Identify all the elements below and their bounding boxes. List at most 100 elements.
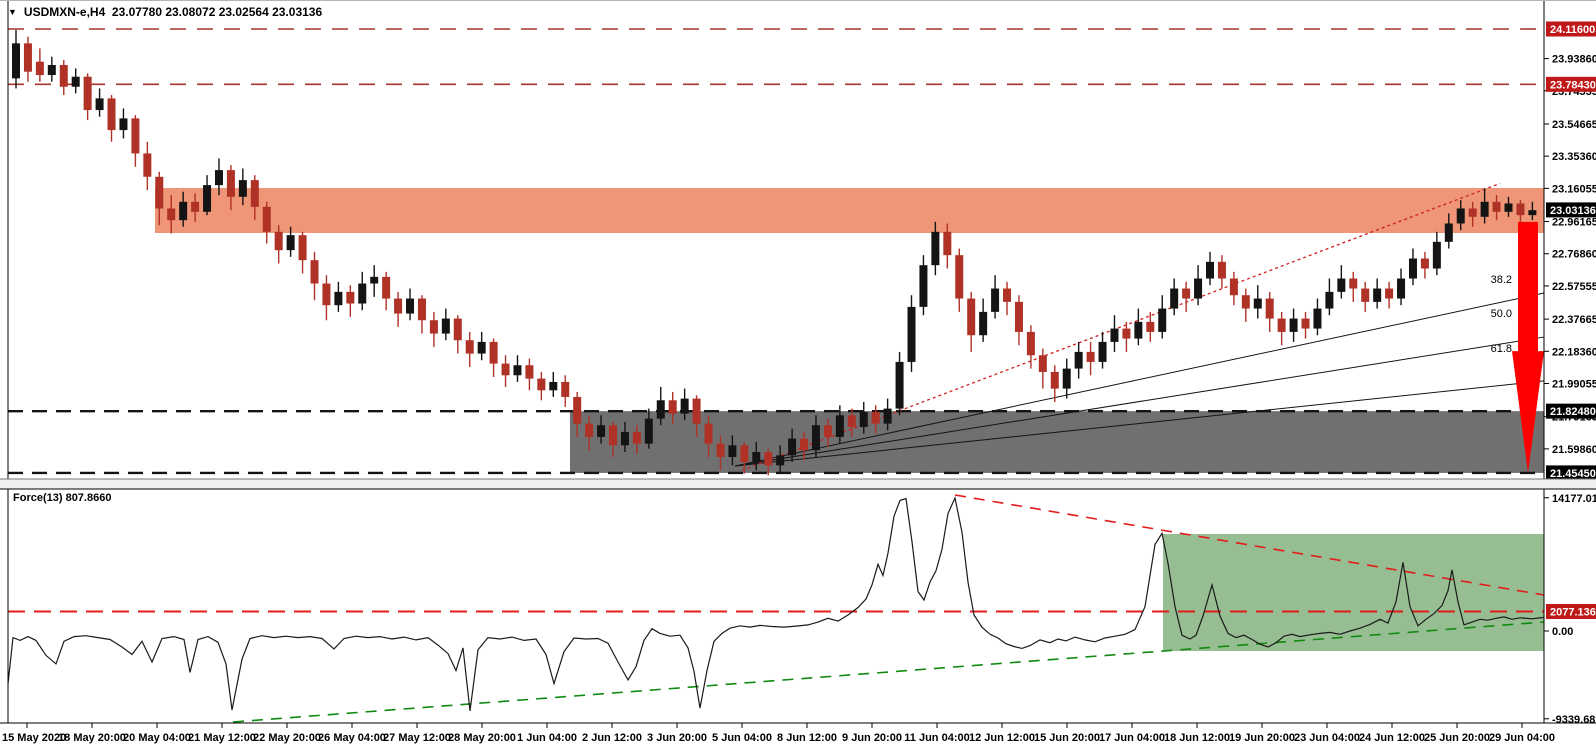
panel-separator[interactable] bbox=[0, 479, 1596, 489]
bear-candle bbox=[1182, 288, 1191, 299]
sell-arrow-icon bbox=[1512, 221, 1544, 473]
bear-candle bbox=[561, 381, 570, 397]
bull-candle bbox=[549, 381, 558, 391]
supply-zone bbox=[155, 187, 1544, 233]
bull-candle bbox=[1432, 241, 1441, 269]
indicator-green-trendline bbox=[232, 621, 1545, 723]
bull-candle bbox=[441, 318, 450, 334]
fibonacci-fan: 38.2 50.0 61.8 bbox=[734, 274, 1545, 467]
time-axis-label: 25 Jun 20:00 bbox=[1424, 732, 1490, 744]
bear-candle bbox=[955, 255, 964, 299]
bull-candle bbox=[119, 118, 128, 131]
bull-candle bbox=[334, 291, 343, 306]
bull-candle bbox=[656, 400, 665, 419]
bear-candle bbox=[143, 153, 152, 177]
bull-candle bbox=[203, 185, 212, 212]
bear-candle bbox=[501, 363, 510, 376]
bear-candle bbox=[417, 298, 426, 321]
price-axis-label: 22.37665 bbox=[1552, 314, 1596, 326]
bear-candle bbox=[1038, 355, 1047, 372]
bull-candle bbox=[1098, 341, 1107, 362]
bull-candle bbox=[47, 65, 56, 76]
bull-candle bbox=[1408, 258, 1417, 279]
bear-candle bbox=[191, 201, 200, 212]
price-axis-label: 22.18360 bbox=[1552, 346, 1596, 358]
symbol-dropdown-icon[interactable]: ▼ bbox=[8, 6, 17, 17]
bear-candle bbox=[1277, 318, 1286, 332]
bull-candle bbox=[991, 288, 1000, 312]
bear-candle bbox=[632, 431, 641, 444]
bear-candle bbox=[346, 291, 355, 304]
bull-candle bbox=[1134, 321, 1143, 339]
bull-candle bbox=[1337, 278, 1346, 292]
bear-candle bbox=[1146, 321, 1155, 332]
bear-candle bbox=[394, 298, 403, 314]
demand-zone bbox=[570, 411, 1544, 473]
time-axis-label: 19 Jun 20:00 bbox=[1229, 732, 1295, 744]
price-axis-label: 21.59860 bbox=[1552, 444, 1596, 456]
bull-candle bbox=[71, 76, 80, 87]
bear-candle bbox=[1217, 261, 1226, 279]
bull-candle bbox=[811, 425, 820, 451]
bull-candle bbox=[680, 398, 689, 414]
price-axis-label: 23.93860 bbox=[1552, 54, 1596, 66]
fib-fan-line-38.2 bbox=[734, 292, 1545, 467]
time-axis-label: 3 Jun 20:00 bbox=[647, 732, 707, 744]
bull-candle bbox=[728, 445, 737, 457]
bear-candle bbox=[573, 396, 582, 424]
bear-candle bbox=[1003, 288, 1012, 302]
price-badge-text: 23.78430 bbox=[1550, 79, 1596, 91]
bear-candle bbox=[59, 65, 68, 87]
time-axis-label: 11 Jun 04:00 bbox=[904, 732, 969, 744]
bull-candle bbox=[895, 361, 904, 409]
time-axis-label: 22 May 20:00 bbox=[253, 732, 321, 744]
bull-candle bbox=[370, 276, 379, 284]
indicator-label: Force(13) 807.8660 bbox=[13, 492, 112, 504]
price-axis-label: 21.99055 bbox=[1552, 379, 1596, 391]
bear-candle bbox=[131, 118, 140, 154]
bear-candle bbox=[1468, 208, 1477, 217]
time-axis-label: 5 Jun 04:00 bbox=[712, 732, 772, 744]
bull-candle bbox=[919, 265, 928, 307]
price-badge-text: 21.82480 bbox=[1550, 406, 1596, 418]
bull-candle bbox=[859, 411, 868, 427]
bear-candle bbox=[1122, 328, 1131, 339]
price-levels bbox=[8, 28, 1544, 475]
bear-candle bbox=[167, 208, 176, 221]
time-axis-label: 24 Jun 12:00 bbox=[1359, 732, 1425, 744]
bull-candle bbox=[931, 231, 940, 266]
bull-candle bbox=[1397, 278, 1406, 299]
bull-candle bbox=[513, 365, 522, 376]
price-badge-text: 21.45450 bbox=[1550, 468, 1596, 480]
bear-candle bbox=[692, 398, 701, 424]
fib-fan-label: 38.2 bbox=[1491, 274, 1512, 286]
bull-candle bbox=[1074, 351, 1083, 369]
bull-candle bbox=[1062, 368, 1071, 389]
bull-candle bbox=[1206, 261, 1214, 279]
bear-candle bbox=[1420, 258, 1429, 269]
indicator-axis-label: 14177.0135 bbox=[1552, 493, 1596, 505]
bull-candle bbox=[752, 451, 761, 462]
bear-candle bbox=[537, 378, 546, 391]
bull-candle bbox=[1480, 201, 1489, 217]
bear-candle bbox=[668, 400, 677, 414]
bear-candle bbox=[740, 445, 749, 462]
bear-candle bbox=[1516, 203, 1525, 216]
fib-fan-label: 61.8 bbox=[1491, 343, 1512, 355]
bear-candle bbox=[1349, 278, 1358, 289]
bull-candle bbox=[1504, 203, 1513, 212]
bear-candle bbox=[83, 76, 92, 111]
price-axis: 23.9386023.7455523.5466523.3536023.16055… bbox=[1544, 21, 1596, 488]
bull-candle bbox=[1158, 308, 1167, 332]
bear-candle bbox=[1385, 288, 1394, 299]
fib-fan-line-61.8 bbox=[734, 380, 1545, 467]
bull-candle bbox=[644, 418, 653, 444]
price-axis-label: 22.96165 bbox=[1552, 217, 1596, 229]
price-badge bbox=[1546, 465, 1596, 481]
indicator-green-box bbox=[1163, 534, 1544, 652]
bull-candle bbox=[907, 306, 916, 362]
price-badge bbox=[1546, 202, 1596, 218]
time-axis-label: 18 May 20:00 bbox=[58, 732, 126, 744]
bear-candle bbox=[823, 425, 832, 437]
